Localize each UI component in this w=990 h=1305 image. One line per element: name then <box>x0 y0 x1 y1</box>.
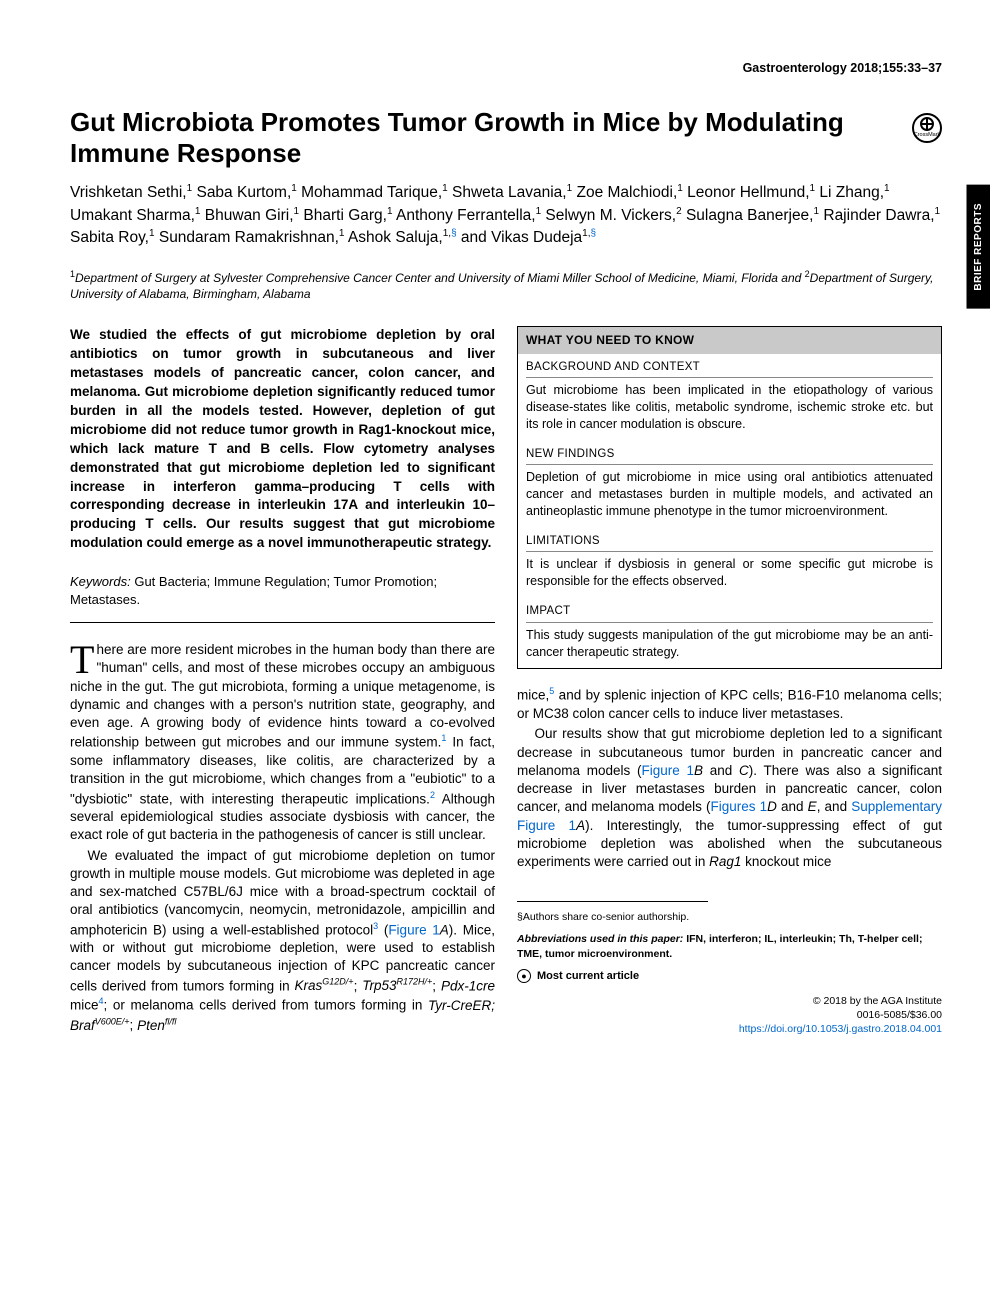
most-current-article[interactable]: ● Most current article <box>517 969 942 984</box>
info-box-section: NEW FINDINGS Depletion of gut microbiome… <box>518 441 941 528</box>
info-box-title: WHAT YOU NEED TO KNOW <box>518 327 941 353</box>
info-box-section-head: LIMITATIONS <box>526 534 933 553</box>
most-current-icon: ● <box>517 969 531 983</box>
crossmark-icon[interactable]: CrossMark <box>912 113 942 143</box>
article-title: Gut Microbiota Promotes Tumor Growth in … <box>70 107 900 168</box>
info-box: WHAT YOU NEED TO KNOW BACKGROUND AND CON… <box>517 326 942 669</box>
copyright-block: © 2018 by the AGA Institute 0016-5085/$3… <box>517 994 942 1037</box>
body-text-right: mice,5 and by splenic injection of KPC c… <box>517 685 942 871</box>
body-paragraph: Our results show that gut microbiome dep… <box>517 725 942 871</box>
footnote-rule <box>517 901 708 902</box>
footnotes: §Authors share co-senior authorship. Abb… <box>517 901 942 1036</box>
footnote-abbr-label: Abbreviations used in this paper: <box>517 933 683 945</box>
copyright-line: 0016-5085/$36.00 <box>517 1008 942 1022</box>
footnote-coauthor: §Authors share co-senior authorship. <box>517 910 942 924</box>
journal-running-head: Gastroenterology 2018;155:33–37 <box>70 60 942 77</box>
copyright-line: © 2018 by the AGA Institute <box>517 994 942 1008</box>
info-box-section-head: IMPACT <box>526 604 933 623</box>
info-box-section-head: NEW FINDINGS <box>526 447 933 466</box>
crossmark-label: CrossMark <box>914 132 941 139</box>
affiliations: 1Department of Surgery at Sylvester Comp… <box>70 268 942 302</box>
body-text-left: There are more resident microbes in the … <box>70 641 495 1035</box>
keywords-label: Keywords: <box>70 574 131 589</box>
body-paragraph: mice,5 and by splenic injection of KPC c… <box>517 685 942 723</box>
info-box-section: IMPACT This study suggests manipulation … <box>518 598 941 668</box>
section-tab: BRIEF REPORTS <box>967 185 990 309</box>
info-box-section-body: Depletion of gut microbiome in mice usin… <box>526 469 933 520</box>
body-paragraph: We evaluated the impact of gut microbiom… <box>70 847 495 1035</box>
info-box-section-body: This study suggests manipulation of the … <box>526 627 933 661</box>
author-list: Vrishketan Sethi,1 Saba Kurtom,1 Mohamma… <box>70 182 942 250</box>
info-box-section: LIMITATIONS It is unclear if dysbiosis i… <box>518 528 941 598</box>
divider <box>70 622 495 623</box>
abstract: We studied the effects of gut microbiome… <box>70 326 495 553</box>
footnote-abbreviations: Abbreviations used in this paper: IFN, i… <box>517 932 942 960</box>
info-box-section-body: Gut microbiome has been implicated in th… <box>526 382 933 433</box>
doi-link[interactable]: https://doi.org/10.1053/j.gastro.2018.04… <box>739 1023 942 1035</box>
most-current-label: Most current article <box>537 969 639 984</box>
info-box-section-head: BACKGROUND AND CONTEXT <box>526 360 933 379</box>
keywords: Keywords: Gut Bacteria; Immune Regulatio… <box>70 573 495 608</box>
info-box-section-body: It is unclear if dysbiosis in general or… <box>526 556 933 590</box>
body-paragraph: There are more resident microbes in the … <box>70 641 495 844</box>
info-box-section: BACKGROUND AND CONTEXT Gut microbiome ha… <box>518 354 941 441</box>
